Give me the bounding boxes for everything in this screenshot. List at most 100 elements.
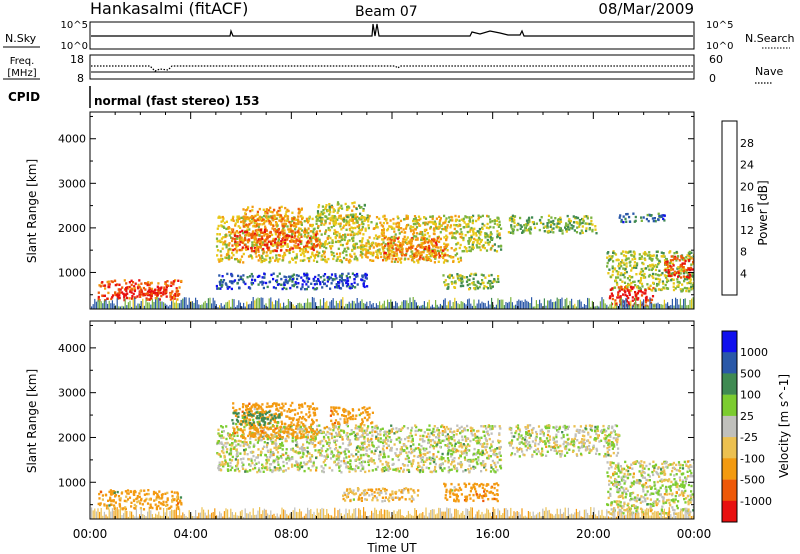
vel-echo-cell xyxy=(261,447,264,450)
vel-echo-cell xyxy=(468,464,471,467)
power-clutter-cell xyxy=(348,301,350,309)
power-echo-cell xyxy=(243,236,247,240)
vel-echo-cell xyxy=(107,507,110,510)
power-echo-cell xyxy=(421,257,424,260)
power-echo-cell xyxy=(449,224,453,227)
power-echo-cell xyxy=(364,229,367,232)
power-echo-cell xyxy=(468,216,471,219)
power-echo-cell xyxy=(549,225,552,228)
vel-echo-cell xyxy=(304,431,307,435)
power-echo-cell xyxy=(378,244,381,247)
vel-echo-cell xyxy=(475,461,478,464)
power-echo-cell xyxy=(286,215,290,218)
power-echo-cell xyxy=(631,266,634,270)
vel-echo-cell xyxy=(434,470,438,473)
power-echo-cell xyxy=(251,209,254,212)
power-echo-cell xyxy=(164,282,167,285)
power-echo-cell xyxy=(680,276,683,279)
power-clutter-cell xyxy=(401,301,403,309)
power-clutter-cell xyxy=(153,301,155,309)
power-echo-cell xyxy=(176,298,179,301)
power-echo-cell xyxy=(496,230,499,233)
power-echo-cell xyxy=(627,302,630,305)
power-echo-cell xyxy=(465,280,469,283)
power-echo-cell xyxy=(662,254,665,257)
power-echo-cell xyxy=(393,251,396,254)
power-echo-cell xyxy=(272,219,275,222)
vel-echo-cell xyxy=(357,437,360,440)
vel-echo-cell xyxy=(275,442,278,446)
vel-echo-cell xyxy=(494,463,497,467)
power-echo-cell xyxy=(330,250,333,254)
power-clutter-cell xyxy=(409,297,411,309)
vel-echo-cell xyxy=(113,504,116,507)
vel-echo-cell xyxy=(468,449,471,452)
vel-echo-cell xyxy=(140,499,143,502)
vel-echo-cell xyxy=(365,453,368,456)
vel-echo-cell xyxy=(423,440,426,443)
power-echo-cell xyxy=(477,238,480,242)
power-clutter-cell xyxy=(377,305,379,309)
power-echo-cell xyxy=(675,259,678,262)
power-echo-cell xyxy=(677,266,680,269)
power-echo-cell xyxy=(432,222,435,225)
power-clutter-cell xyxy=(127,302,129,309)
power-echo-cell xyxy=(341,207,344,210)
vel-echo-cell xyxy=(241,441,244,444)
power-echo-cell xyxy=(269,240,272,243)
power-echo-cell xyxy=(231,217,234,220)
power-echo-cell xyxy=(686,258,689,261)
power-echo-cell xyxy=(458,278,461,282)
power-clutter-cell xyxy=(212,297,214,309)
vel-echo-cell xyxy=(420,444,423,448)
power-echo-cell xyxy=(483,284,486,288)
power-echo-cell xyxy=(636,292,639,295)
power-echo-cell xyxy=(546,222,549,225)
power-clutter-cell xyxy=(612,306,614,309)
power-echo-cell xyxy=(128,297,131,300)
vel-echo-cell xyxy=(235,444,238,447)
power-clutter-cell xyxy=(262,297,264,309)
vel-echo-cell xyxy=(372,459,375,462)
power-echo-cell xyxy=(240,220,243,224)
power-echo-cell xyxy=(339,252,342,255)
power-echo-cell xyxy=(619,295,622,298)
power-colorbar-tick: 24 xyxy=(740,159,754,172)
power-echo-cell xyxy=(361,275,364,279)
power-echo-cell xyxy=(297,222,300,225)
power-echo-cell xyxy=(254,235,257,238)
power-echo-cell xyxy=(572,221,576,224)
power-echo-cell xyxy=(272,244,275,247)
power-echo-cell xyxy=(322,258,325,261)
power-echo-cell xyxy=(396,260,399,263)
vel-echo-cell xyxy=(384,466,387,469)
power-clutter-cell xyxy=(583,304,585,309)
power-echo-cell xyxy=(611,270,615,273)
power-echo-cell xyxy=(321,212,324,216)
power-clutter-cell xyxy=(166,304,168,309)
power-echo-cell xyxy=(280,205,283,209)
power-echo-cell xyxy=(424,240,427,243)
vel-echo-cell xyxy=(398,428,401,431)
power-echo-cell xyxy=(623,281,627,284)
power-clutter-cell xyxy=(529,303,531,309)
power-echo-cell xyxy=(478,285,481,289)
power-echo-cell xyxy=(347,272,350,275)
power-clutter-cell xyxy=(207,298,209,309)
power-echo-cell xyxy=(311,245,315,248)
vel-echo-cell xyxy=(354,469,357,473)
power-echo-cell xyxy=(262,241,265,244)
vel-echo-cell xyxy=(494,449,497,453)
power-echo-cell xyxy=(532,222,536,226)
power-echo-cell xyxy=(392,222,395,225)
power-echo-cell xyxy=(312,228,315,231)
power-echo-cell xyxy=(286,238,289,241)
power-echo-cell xyxy=(255,222,259,225)
power-echo-cell xyxy=(454,254,457,257)
power-echo-cell xyxy=(309,255,312,259)
vel-echo-cell xyxy=(387,469,390,472)
power-clutter-cell xyxy=(343,306,345,309)
power-echo-cell xyxy=(639,270,642,274)
vel-echo-cell xyxy=(301,448,304,452)
power-echo-cell xyxy=(266,233,269,237)
